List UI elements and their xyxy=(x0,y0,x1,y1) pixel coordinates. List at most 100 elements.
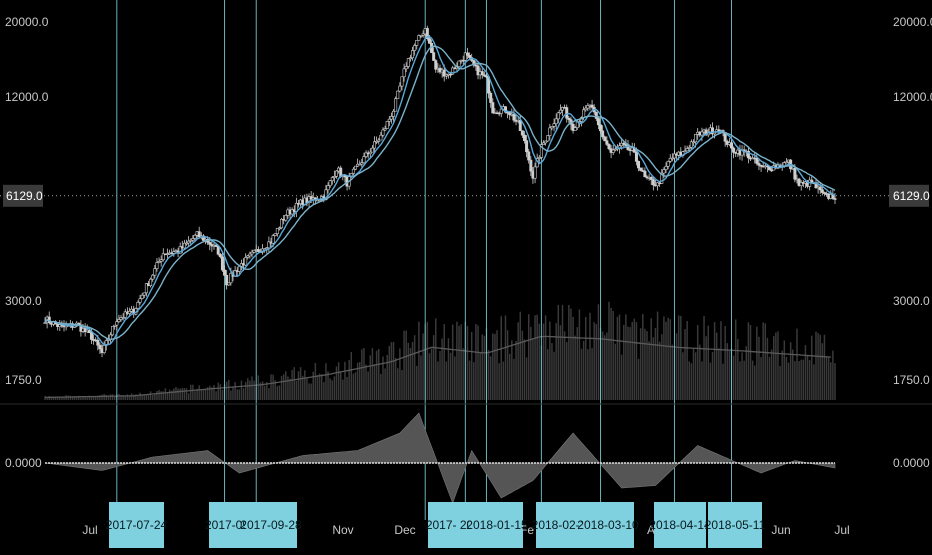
volume-bar xyxy=(834,363,836,400)
volume-bar xyxy=(511,340,513,400)
volume-bar xyxy=(204,388,207,400)
volume-bar xyxy=(388,345,391,400)
volume-bar xyxy=(699,344,701,400)
candle-body xyxy=(685,148,689,152)
volume-bar xyxy=(762,322,764,400)
volume-bar xyxy=(589,312,591,400)
volume-bar xyxy=(306,378,308,400)
x-date-label: 2017-09-28 xyxy=(240,518,302,532)
volume-bar xyxy=(724,326,726,400)
candle-body xyxy=(683,150,687,153)
volume-bar xyxy=(637,358,640,400)
volume-bar xyxy=(428,353,431,400)
candle-body xyxy=(201,235,205,241)
volume-bar xyxy=(825,357,828,400)
candle-body xyxy=(461,59,465,62)
volume-bar xyxy=(350,351,353,400)
volume-bar xyxy=(327,371,329,400)
candle-body xyxy=(537,157,541,159)
y-tick-label-left: 3000.0 xyxy=(5,294,42,308)
volume-bar xyxy=(240,380,243,400)
candle-body xyxy=(379,134,383,141)
candle-body xyxy=(227,282,231,286)
candle-body xyxy=(489,92,493,103)
x-date-box xyxy=(471,502,523,548)
candle-body xyxy=(364,152,368,157)
volume-bar xyxy=(688,361,690,400)
volume-bar xyxy=(363,348,365,400)
volume-bar xyxy=(373,364,376,400)
volume-bar xyxy=(794,361,796,400)
candle-body xyxy=(567,117,571,120)
y-axis: 20000.0 20000.0 12000.0 12000.0 3000.0 3000.0… xyxy=(3,15,932,470)
volume-bar xyxy=(813,364,815,400)
volume-bar xyxy=(217,382,219,400)
x-date-label: 2017-09 xyxy=(205,518,249,532)
volume-bar xyxy=(534,315,536,400)
candle-body xyxy=(425,28,429,40)
volume-bar xyxy=(487,349,490,400)
candle-body xyxy=(799,182,803,186)
volume-bar xyxy=(342,379,344,400)
candle-body xyxy=(558,109,562,114)
candle-body xyxy=(605,140,609,145)
volume-bar xyxy=(606,332,608,400)
candle-body xyxy=(193,234,197,239)
volume-bar xyxy=(401,370,403,400)
candle-body xyxy=(755,158,759,164)
volume-bar xyxy=(73,397,76,400)
candle-body xyxy=(529,159,533,172)
volume-bar xyxy=(718,348,720,400)
volume-bar xyxy=(99,395,101,400)
candle-body xyxy=(123,311,127,318)
candle-body xyxy=(465,52,469,56)
candle-body xyxy=(370,147,374,153)
x-date-label: 2018-02-1 xyxy=(532,518,587,532)
candle-body xyxy=(159,259,163,262)
volume-bar xyxy=(137,396,139,400)
candle-body xyxy=(142,292,146,296)
volume-bar xyxy=(728,350,731,400)
candle-body xyxy=(191,238,195,241)
volume-bar xyxy=(375,350,378,400)
volume-bar xyxy=(124,395,127,400)
candle-body xyxy=(554,118,558,124)
candle-body xyxy=(182,242,186,249)
candle-body xyxy=(172,251,176,254)
volume-bar xyxy=(126,394,129,400)
slow-moving-average-line xyxy=(44,45,836,341)
volume-bar xyxy=(819,334,821,400)
x-date-label: 2018-03-10 xyxy=(577,518,639,532)
volume-bar xyxy=(331,380,334,400)
volume-bar xyxy=(109,394,112,400)
candle-body xyxy=(284,215,288,221)
volume-bar xyxy=(371,348,374,400)
volume-bar xyxy=(454,356,456,400)
volume-bar xyxy=(475,323,477,400)
candle-body xyxy=(216,246,220,255)
volume-bar xyxy=(561,305,564,400)
candle-body xyxy=(220,256,224,271)
volume-bar xyxy=(760,357,762,400)
volume-bar xyxy=(318,373,321,400)
volume-average-line xyxy=(44,335,831,399)
volume-bar xyxy=(399,348,401,400)
volume-bar xyxy=(675,333,678,400)
candle-body xyxy=(793,168,797,180)
volume-bar xyxy=(187,393,190,400)
candle-body xyxy=(662,169,666,174)
volume-bar xyxy=(703,315,705,400)
volume-bar xyxy=(713,322,716,400)
volume-bar xyxy=(316,375,319,400)
volume-bar xyxy=(616,316,619,400)
candle-body xyxy=(590,104,594,108)
candle-body xyxy=(480,71,484,76)
volume-bar xyxy=(627,326,629,400)
volume-bar xyxy=(97,396,99,400)
candle-body xyxy=(550,126,554,129)
candle-body xyxy=(153,268,157,276)
volume-bar xyxy=(149,391,152,400)
candle-body xyxy=(833,198,837,200)
candle-body xyxy=(694,133,698,143)
volume-bar xyxy=(384,368,386,400)
